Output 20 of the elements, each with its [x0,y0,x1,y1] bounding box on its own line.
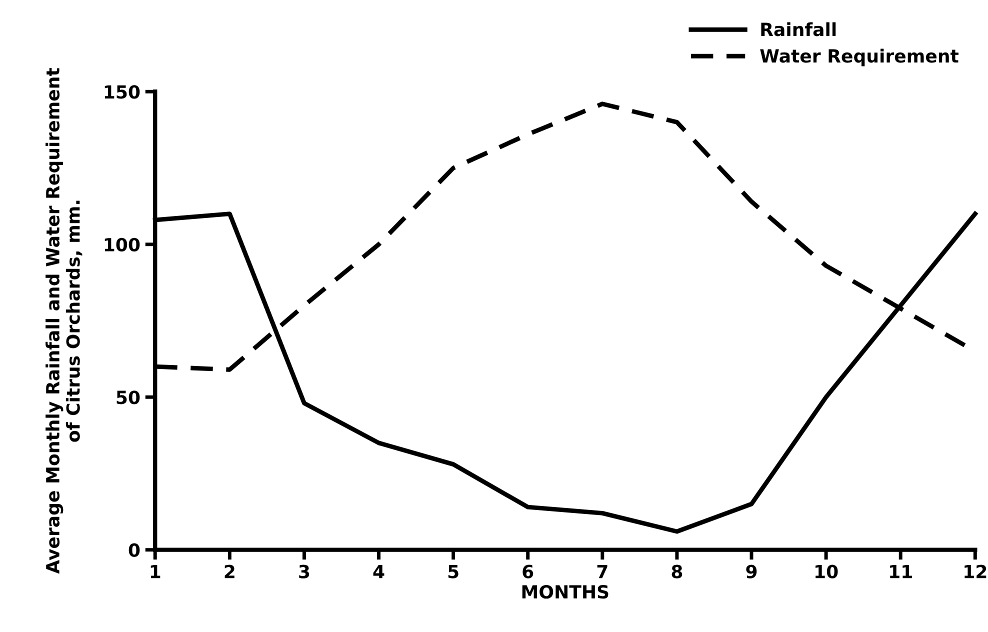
x-tick-label: 8 [672,564,682,578]
x-tick-label: 11 [890,564,912,578]
x-tick-label: 4 [373,564,384,578]
x-tick-label: 1 [150,564,160,578]
y-tick-label: 100 [104,238,140,252]
legend-label: Rainfall [761,22,836,36]
x-tick-label: 9 [746,564,757,578]
x-tick-label: 7 [597,564,608,578]
x-axis-title: MONTHS [522,584,608,599]
y-tick-label: 0 [128,543,140,557]
x-tick-label: 12 [964,564,986,578]
y-axis-title: Average Monthly Rainfall and Water Requirement of Citrus Orchards, mm. [46,68,82,574]
x-tick-label: 10 [816,564,838,578]
x-tick-label: 3 [299,564,310,578]
y-tick-label: 150 [104,85,140,99]
x-tick-label: 6 [522,564,534,578]
legend-label: Water Requirement [760,48,958,66]
x-tick-label: 5 [448,564,458,578]
x-tick-label: 2 [224,564,234,578]
y-tick-label: 50 [116,390,140,404]
